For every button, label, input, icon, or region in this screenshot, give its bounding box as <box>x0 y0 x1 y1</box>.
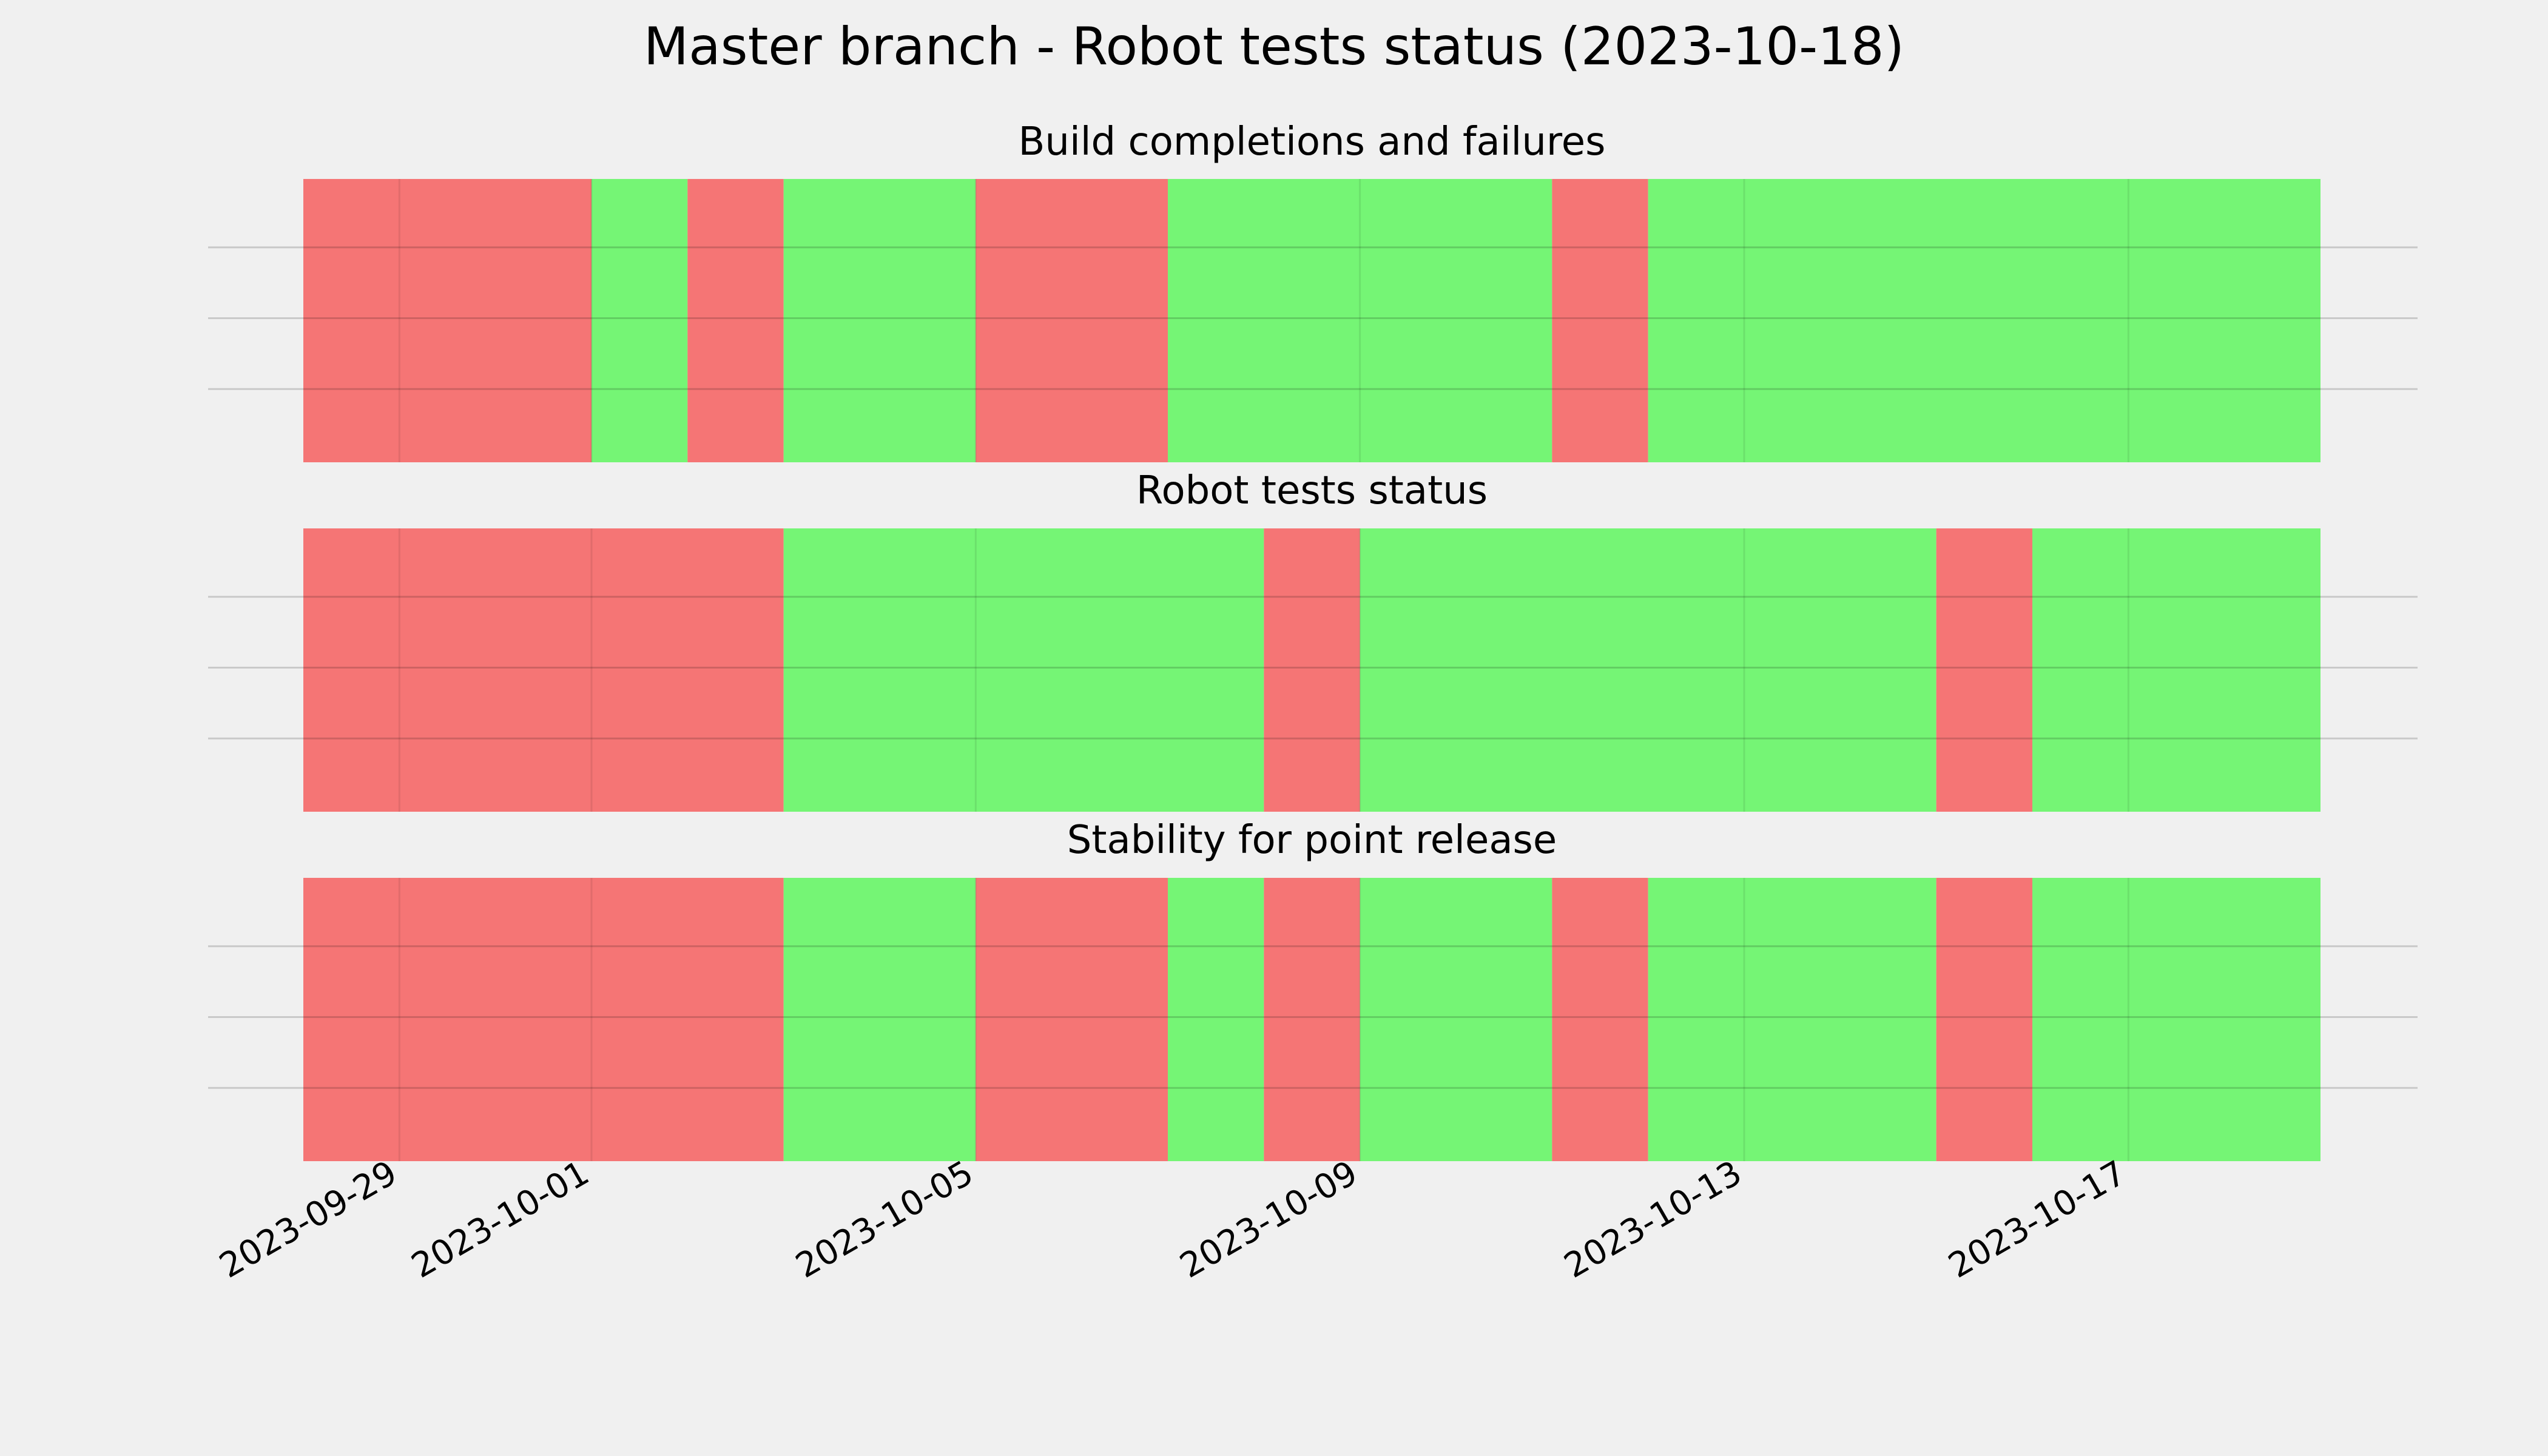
status-segment-pass <box>783 528 1264 812</box>
status-segment-fail <box>976 179 1168 462</box>
status-segment-fail <box>1936 878 2032 1161</box>
status-segment-pass <box>783 179 976 462</box>
panel-title: Stability for point release <box>1067 818 1557 863</box>
panels-layer: Build completions and failures Robot test… <box>208 120 2418 1161</box>
status-segment-pass <box>2032 878 2320 1161</box>
status-segment-fail <box>303 179 592 462</box>
status-segment-pass <box>2032 528 2320 812</box>
status-segment-pass <box>783 878 976 1161</box>
status-segment-pass <box>1648 878 1936 1161</box>
status-segment-fail <box>687 179 784 462</box>
status-segment-fail <box>303 528 784 812</box>
status-segment-pass <box>1168 878 1264 1161</box>
status-segment-pass <box>592 179 688 462</box>
status-segment-fail <box>1552 179 1648 462</box>
status-segment-pass <box>1168 179 1552 462</box>
status-segment-fail <box>1936 528 2032 812</box>
status-segment-fail <box>1264 528 1360 812</box>
panel-title: Build completions and failures <box>1019 120 1606 164</box>
panel-title: Robot tests status <box>1136 468 1488 513</box>
panel: Stability for point release <box>208 818 2418 1161</box>
chart-title: Master branch - Robot tests status (2023… <box>644 16 1904 77</box>
panel: Build completions and failures <box>208 120 2418 462</box>
status-segment-fail <box>1552 878 1648 1161</box>
status-segment-fail <box>976 878 1168 1161</box>
status-segment-fail <box>303 878 784 1161</box>
status-segment-pass <box>1648 179 2320 462</box>
status-segment-pass <box>1360 878 1552 1161</box>
status-segment-pass <box>1360 528 1936 812</box>
panel: Robot tests status <box>208 468 2418 812</box>
status-segment-fail <box>1264 878 1360 1161</box>
